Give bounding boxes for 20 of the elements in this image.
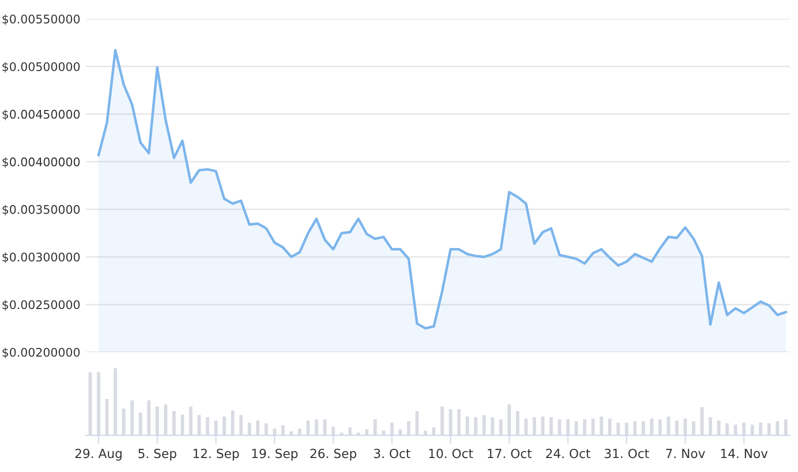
- x-tick-label: 10. Oct: [429, 448, 474, 458]
- y-tick-label: $0.00250000: [2, 300, 80, 311]
- x-tick-label: 3. Oct: [374, 448, 410, 458]
- y-tick-label: $0.00400000: [2, 157, 80, 168]
- x-tick-label: 29. Aug: [75, 448, 122, 461]
- y-tick-label: $0.00200000: [2, 348, 80, 358]
- x-tick-label: 5. Sep: [138, 448, 176, 461]
- x-tick-label: 31. Oct: [604, 448, 650, 458]
- y-tick-label: $0.00300000: [2, 252, 80, 264]
- y-tick-label: $0.00450000: [2, 110, 80, 120]
- x-tick-label: 7. Nov: [666, 448, 706, 458]
- y-tick-label: $0.00350000: [2, 204, 80, 216]
- y-tick-label: $0.00550000: [2, 14, 80, 26]
- y-tick-label: $0.00500000: [2, 62, 80, 73]
- x-tick-label: 19. Sep: [252, 448, 298, 461]
- x-tick-label: 12. Sep: [194, 448, 239, 461]
- x-tick-label: 17. Oct: [488, 448, 532, 458]
- x-tick-label: 26. Sep: [310, 448, 356, 461]
- x-tick-label: 14. Nov: [721, 448, 768, 458]
- x-tick-label: 24. Oct: [546, 448, 590, 458]
